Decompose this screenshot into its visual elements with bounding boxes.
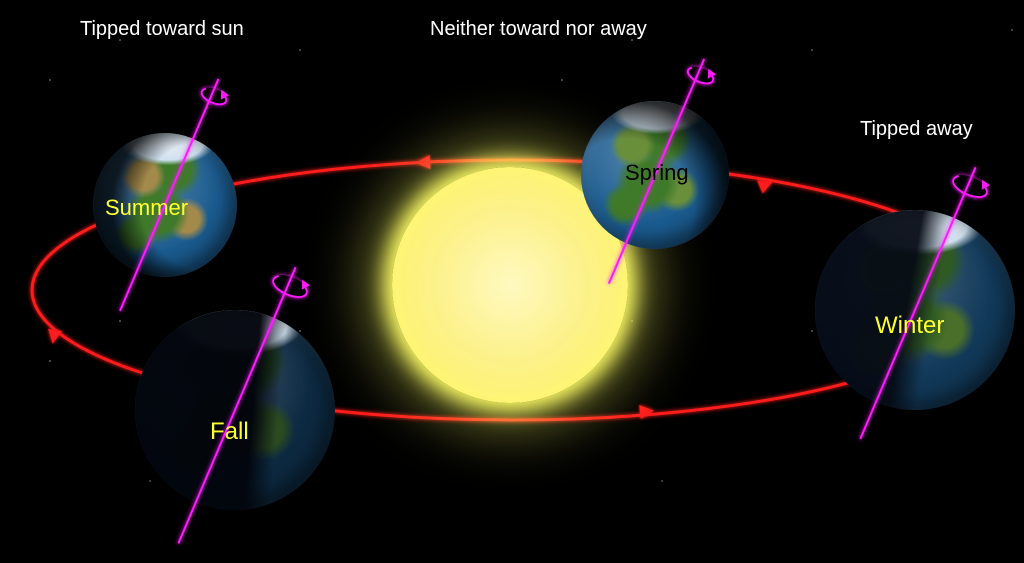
label-tipped-toward: Tipped toward sun: [80, 18, 244, 41]
season-label-spring: Spring: [625, 160, 689, 186]
season-label-summer: Summer: [105, 195, 188, 221]
label-neither: Neither toward nor away: [430, 18, 647, 41]
label-tipped-away: Tipped away: [860, 118, 973, 141]
season-label-winter: Winter: [875, 312, 944, 340]
season-label-fall: Fall: [210, 418, 249, 446]
seasons-diagram: Tipped toward sun Neither toward nor awa…: [0, 0, 1024, 563]
